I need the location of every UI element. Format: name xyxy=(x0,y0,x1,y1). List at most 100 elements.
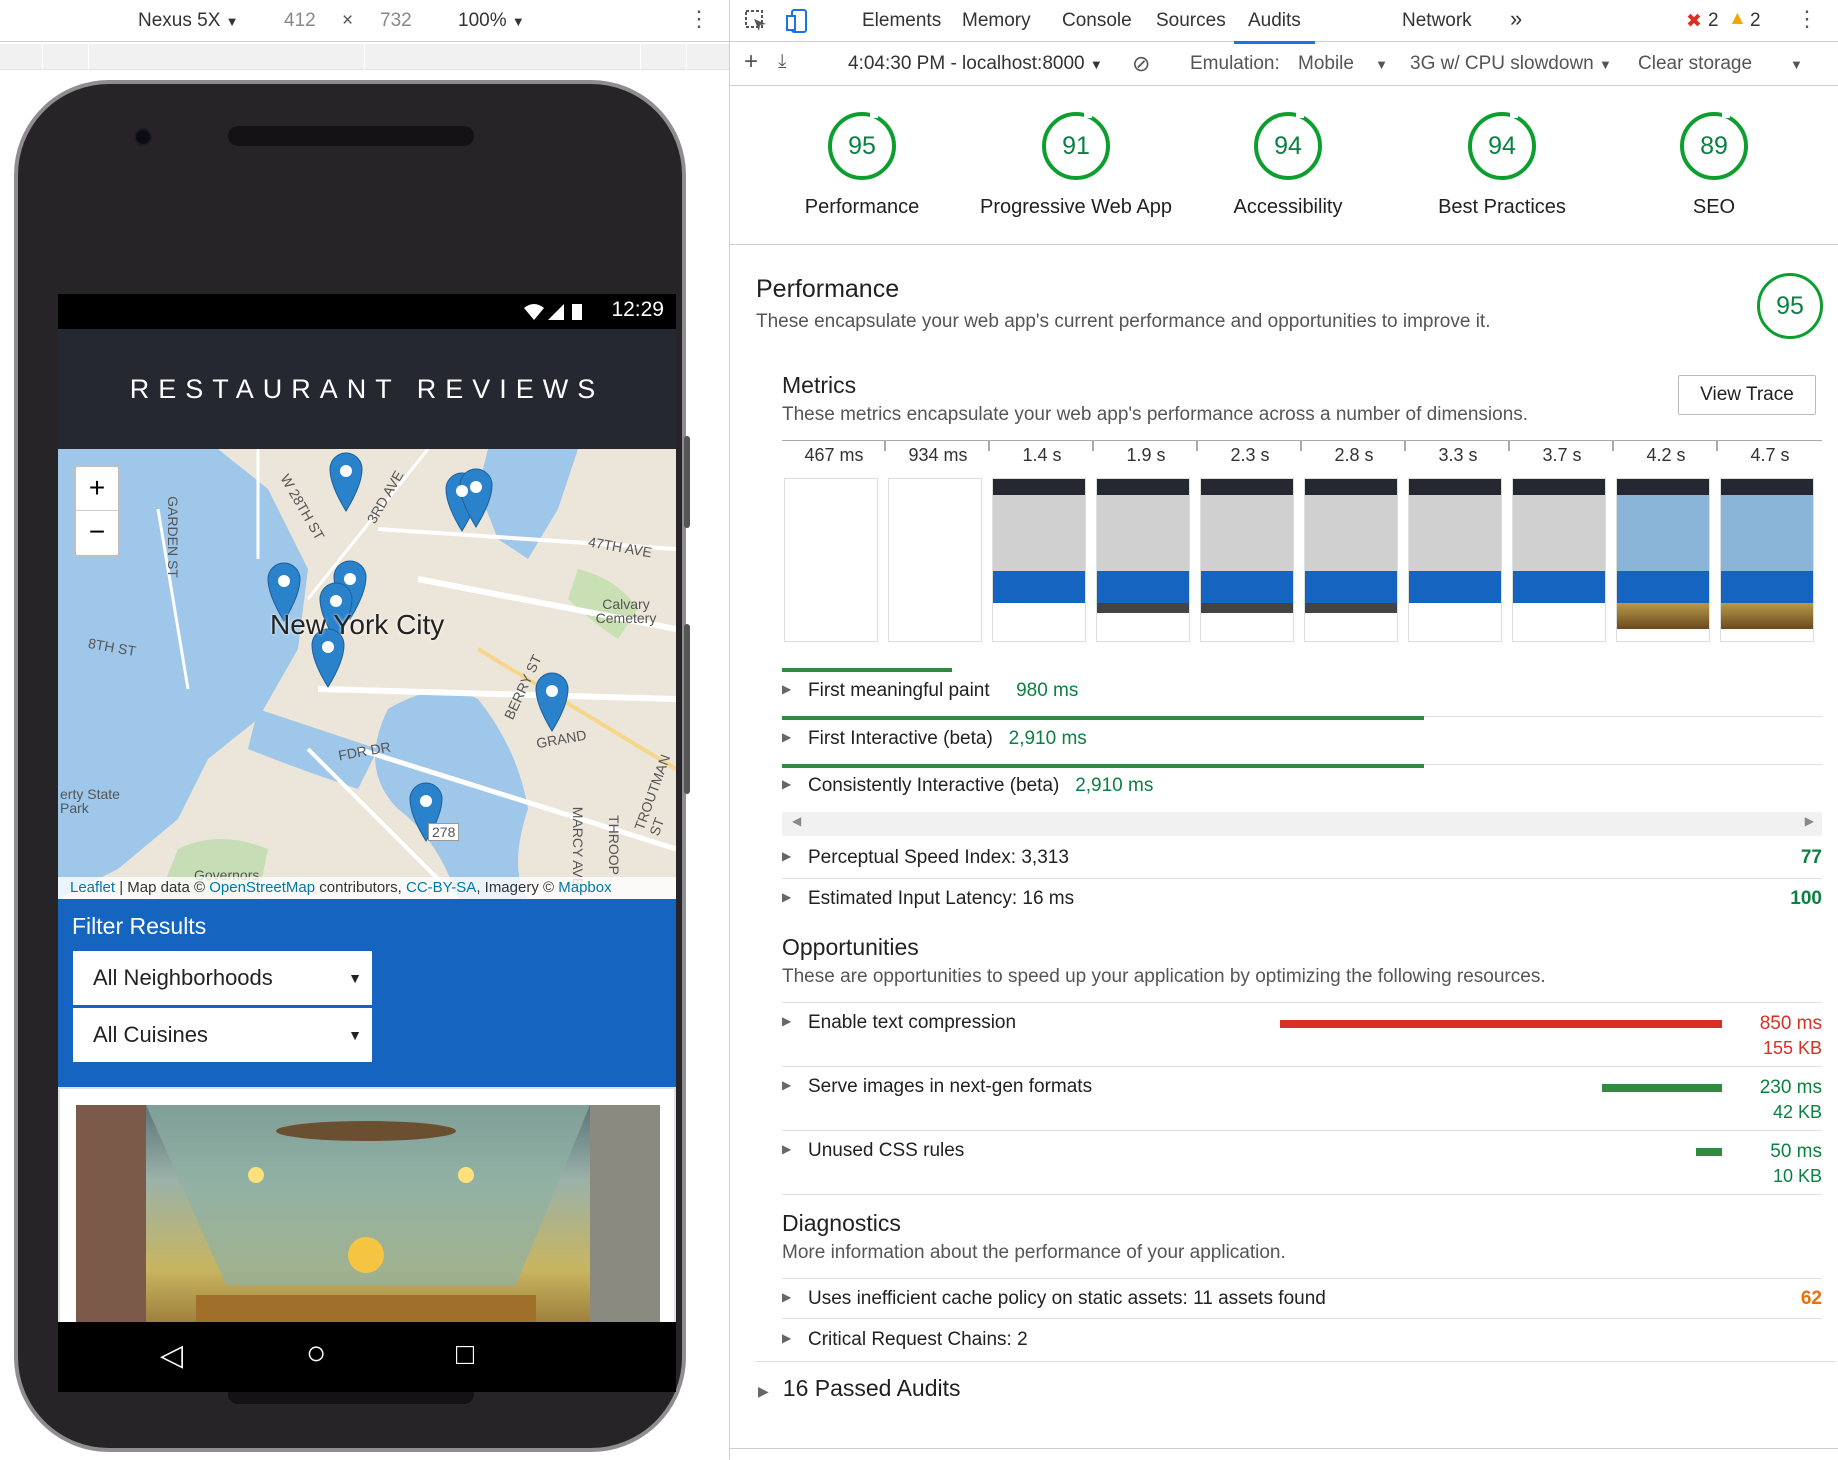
filmstrip-frame xyxy=(1304,478,1398,642)
opportunity-savings: 850 ms 155 KB xyxy=(1760,1012,1822,1060)
report-select[interactable]: 4:04:30 PM - localhost:8000 ▼ xyxy=(848,53,1103,75)
performance-score-gauge: 95 xyxy=(1757,273,1823,339)
map-label: GARDEN ST xyxy=(164,496,181,578)
cuisine-value: All Cuisines xyxy=(93,1022,208,1047)
restaurant-card[interactable] xyxy=(58,1087,676,1392)
clear-storage-value: Clear storage xyxy=(1638,53,1753,74)
diagnostic-score: 62 xyxy=(1800,1288,1822,1309)
back-icon[interactable]: ◁ xyxy=(160,1339,184,1372)
performance-header: Performance These encapsulate your web a… xyxy=(756,275,1490,333)
leaflet-link[interactable]: Leaflet xyxy=(70,879,116,896)
expand-icon: ▶ xyxy=(782,1142,792,1156)
timeline-tick: 4.7 s xyxy=(1750,445,1790,465)
tab-elements[interactable]: Elements xyxy=(862,10,942,31)
tab-sources[interactable]: Sources xyxy=(1156,10,1226,31)
score-best-practices[interactable]: 94 Best Practices xyxy=(1402,110,1602,219)
width-input[interactable]: 412 xyxy=(284,10,316,31)
height-input[interactable]: 732 xyxy=(380,10,412,31)
timeline-tick: 1.4 s xyxy=(1022,445,1062,465)
passed-audits[interactable]: ▶ 16 Passed Audits xyxy=(758,1375,961,1402)
metric-label: Perceptual Speed Index: 3,313 xyxy=(808,847,1069,868)
savings-size: 155 KB xyxy=(1762,1038,1822,1058)
opportunities-title: Opportunities xyxy=(782,934,919,960)
opportunity-text-compression[interactable]: ▶ Enable text compression 850 ms 155 KB xyxy=(782,1012,1822,1062)
fmp-bar xyxy=(782,668,952,672)
filmstrip-timeline: 467 ms 934 ms 1.4 s 1.9 s 2.3 s 2.8 s 3.… xyxy=(782,440,1822,466)
scroll-right-icon[interactable]: ▶ xyxy=(1804,814,1814,828)
diagnostics-header: Diagnostics More information about the p… xyxy=(782,1210,1286,1264)
opportunities-description: These are opportunities to speed up your… xyxy=(782,966,1546,987)
filmstrip xyxy=(782,478,1822,644)
filmstrip-frame xyxy=(1096,478,1190,642)
metric-name: Consistently Interactive (beta) 2,910 ms xyxy=(808,775,1153,797)
opportunity-next-gen-images[interactable]: ▶ Serve images in next-gen formats 230 m… xyxy=(782,1076,1822,1126)
metric-score: 77 xyxy=(1800,847,1822,868)
metric-value: 980 ms xyxy=(1016,680,1079,701)
media-query-ruler[interactable] xyxy=(0,44,729,70)
neighborhood-select[interactable]: All Neighborhoods ▼ xyxy=(73,951,372,1005)
score-accessibility[interactable]: 94 Accessibility xyxy=(1188,110,1388,219)
download-icon[interactable]: ⤓ xyxy=(778,51,787,72)
view-trace-button[interactable]: View Trace xyxy=(1678,375,1816,415)
warning-count[interactable]: 2 xyxy=(1750,10,1761,31)
tab-memory[interactable]: Memory xyxy=(962,10,1031,31)
inspect-element-icon[interactable] xyxy=(744,9,768,33)
map[interactable]: W 28TH ST 3RD AVE 47TH AVE Calvary Cemet… xyxy=(58,449,676,899)
score-label: Performance xyxy=(804,196,920,218)
home-icon[interactable]: ○ xyxy=(306,1334,327,1372)
score-performance[interactable]: 95 Performance xyxy=(762,110,962,219)
device-select[interactable]: Nexus 5X ▼ xyxy=(138,10,239,32)
highway-shield: 278 xyxy=(428,823,460,841)
throttling-value: 3G w/ CPU slowdown xyxy=(1410,53,1594,74)
expand-icon: ▶ xyxy=(758,1383,769,1399)
separator xyxy=(782,1194,1822,1195)
more-tabs-icon[interactable]: » xyxy=(1510,6,1523,31)
horizontal-scrollbar[interactable]: ◀ ▶ xyxy=(782,812,1822,836)
separator xyxy=(782,1130,1822,1131)
metric-label: First Interactive (beta) xyxy=(808,728,993,749)
emulation-value: Mobile xyxy=(1298,53,1354,74)
metric-value: 2,910 ms xyxy=(1008,728,1087,749)
timeline-tick: 934 ms xyxy=(908,445,968,465)
expand-icon: ▶ xyxy=(782,1014,792,1028)
audits-toolbar: + ⤓ 4:04:30 PM - localhost:8000 ▼ ⊘ Emul… xyxy=(730,43,1838,86)
scroll-left-icon[interactable]: ◀ xyxy=(792,814,802,828)
zoom-control: + − xyxy=(74,465,120,557)
mapbox-link[interactable]: Mapbox xyxy=(558,879,612,896)
filmstrip-frame xyxy=(784,478,878,642)
tab-network[interactable]: Network xyxy=(1402,10,1472,31)
metric-label: First meaningful paint xyxy=(808,680,990,701)
section-title: Performance xyxy=(756,275,900,303)
license-link[interactable]: CC-BY-SA xyxy=(406,879,477,896)
emulation-select[interactable]: Mobile ▼ xyxy=(1298,53,1388,75)
zoom-in-button[interactable]: + xyxy=(76,467,118,511)
new-audit-icon[interactable]: + xyxy=(744,48,759,75)
caret-down-icon: ▼ xyxy=(348,1027,362,1043)
score-label: Accessibility xyxy=(1233,196,1343,218)
cuisine-select[interactable]: All Cuisines ▼ xyxy=(73,1008,372,1062)
passed-audits-label: 16 Passed Audits xyxy=(782,1375,961,1401)
device-toolbar-icon[interactable] xyxy=(786,8,810,34)
zoom-out-button[interactable]: − xyxy=(88,516,106,547)
pane-divider[interactable] xyxy=(729,0,730,1460)
score-seo[interactable]: 89 SEO xyxy=(1614,110,1814,219)
timeline-tick: 1.9 s xyxy=(1126,445,1166,465)
volume-button xyxy=(684,436,690,528)
map-label: erty State Park xyxy=(60,786,120,816)
device-emulation-pane: Nexus 5X ▼ 412 × 732 100% ▼ ⋮ 12:29 REST… xyxy=(0,0,729,1460)
zoom-select[interactable]: 100% ▼ xyxy=(458,10,525,32)
recent-apps-icon[interactable]: □ xyxy=(456,1338,475,1371)
savings-time: 230 ms xyxy=(1759,1077,1822,1098)
error-count[interactable]: 2 xyxy=(1708,10,1719,31)
tab-console[interactable]: Console xyxy=(1062,10,1132,31)
score-pwa[interactable]: 91 Progressive Web App xyxy=(976,110,1176,219)
tab-audits[interactable]: Audits xyxy=(1234,10,1315,44)
throttling-select[interactable]: 3G w/ CPU slowdown ▼ xyxy=(1410,53,1612,75)
clear-icon[interactable]: ⊘ xyxy=(1132,51,1151,76)
more-vert-icon[interactable]: ⋮ xyxy=(688,6,710,31)
more-vert-icon[interactable]: ⋮ xyxy=(1796,6,1818,31)
opportunity-unused-css[interactable]: ▶ Unused CSS rules 50 ms 10 KB xyxy=(782,1140,1822,1190)
caret-down-icon[interactable]: ▼ xyxy=(1790,57,1803,72)
clear-storage-select[interactable]: Clear storage xyxy=(1638,53,1752,75)
osm-link[interactable]: OpenStreetMap xyxy=(209,879,316,896)
